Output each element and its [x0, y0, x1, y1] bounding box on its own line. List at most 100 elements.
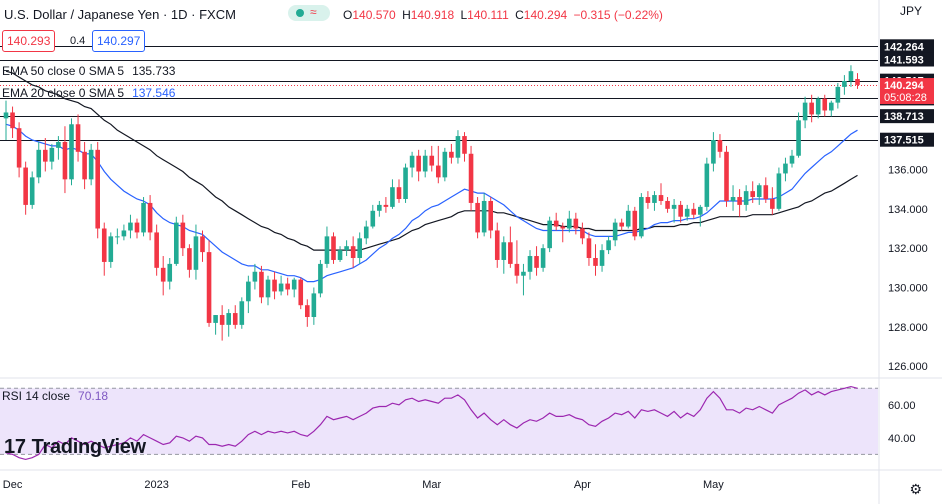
candle-body — [475, 202, 480, 233]
candle-body — [141, 202, 146, 233]
ema20-legend[interactable]: EMA 20 close 0 SMA 5 137.546 — [2, 86, 175, 100]
symbol-header[interactable]: U.S. Dollar / Japanese Yen · 1D · FXCM — [4, 7, 240, 22]
level-price-label: 141.593 — [884, 55, 924, 67]
candle-body — [409, 155, 415, 168]
candle-body — [416, 155, 421, 172]
tradingview-logo-icon: 17 — [4, 436, 26, 458]
candle-body — [527, 256, 533, 272]
candle-body — [49, 147, 55, 162]
candle-body — [481, 200, 487, 233]
ema50-line — [5, 70, 858, 251]
horizontal-levels[interactable] — [0, 46, 878, 141]
candle-body — [16, 128, 22, 168]
level-price-tag — [880, 109, 934, 124]
candle-body — [206, 252, 212, 323]
rsi-value: 70.18 — [78, 389, 109, 403]
rsi-label: RSI 14 close — [2, 389, 71, 403]
candle-body — [396, 187, 402, 199]
candle-body — [69, 124, 74, 180]
level-price-label: 142.264 — [884, 41, 925, 53]
candle-body — [684, 208, 690, 217]
time-tick-label: Apr — [574, 479, 591, 491]
candle-body — [174, 222, 179, 264]
candle-body — [455, 136, 461, 158]
candle-body — [573, 218, 579, 229]
candle-body — [711, 140, 716, 164]
price-axis[interactable]: 126.000 128.000 130.000 132.000 134.000 136.0… — [880, 39, 934, 445]
ema50-value: 135.733 — [132, 64, 176, 78]
candle-body — [645, 197, 651, 203]
candle-body — [658, 195, 664, 201]
last-price-tag — [880, 78, 934, 105]
market-status-badge[interactable]: ≈ — [288, 5, 330, 21]
candle-body — [3, 112, 9, 119]
candle-body — [619, 222, 624, 227]
ohlc-values: O140.570 H140.918 L140.111 C140.294 −0.3… — [343, 8, 666, 22]
candle-body — [442, 151, 448, 178]
rsi-legend[interactable]: RSI 14 close 70.18 — [2, 389, 108, 403]
candle-body — [770, 199, 775, 209]
rsi-line-path — [5, 385, 858, 461]
level-price-tag — [880, 132, 934, 147]
candle-body — [789, 155, 795, 164]
tradingview-logo[interactable]: 17 TradingView — [4, 436, 146, 459]
candle-body — [829, 102, 834, 111]
candle-body — [121, 230, 127, 237]
candle-body — [108, 236, 114, 262]
candle-body — [665, 200, 670, 209]
gear-icon[interactable]: ⚙ — [909, 481, 922, 497]
candle-body — [403, 167, 408, 199]
candle-body — [521, 271, 526, 276]
candle-body — [383, 204, 389, 207]
candle-body — [612, 222, 618, 241]
candle-body — [652, 195, 657, 203]
candle-body — [390, 187, 395, 207]
open-label: O — [343, 8, 353, 22]
close-label: C — [515, 8, 524, 22]
candle-body — [101, 228, 107, 262]
rsi-tick-label: 40.00 — [888, 433, 916, 445]
candle-body — [180, 222, 186, 249]
candle-body — [239, 301, 245, 325]
level-price-label: 138.713 — [884, 111, 924, 123]
symbol-title[interactable]: U.S. Dollar / Japanese Yen · 1D · FXCM — [4, 7, 236, 22]
candle-body — [691, 208, 697, 215]
close-value: 140.294 — [523, 8, 568, 22]
time-tick-label: May — [703, 479, 724, 491]
open-value: 140.570 — [352, 8, 396, 22]
price-tick-label: 134.000 — [888, 204, 928, 216]
candle-body — [331, 236, 336, 260]
high-value: 140.918 — [410, 8, 455, 22]
candle-body — [36, 149, 42, 178]
candle-body — [501, 242, 507, 260]
candle-body — [698, 206, 703, 215]
candle-body — [154, 232, 159, 268]
candle-body — [62, 141, 68, 180]
buy-price-button[interactable]: 140.297 — [92, 30, 146, 52]
time-tick-label: Dec — [3, 479, 23, 491]
last-price-label: 140.294 — [884, 80, 925, 92]
candle-body — [796, 120, 801, 156]
candle-body — [848, 71, 854, 81]
candle-body — [835, 86, 841, 103]
candle-body — [737, 197, 742, 205]
time-axis[interactable]: Dec 2023 Feb Mar Apr May — [3, 479, 725, 491]
candle-body — [730, 197, 736, 201]
candle-body — [802, 102, 808, 121]
candle-body — [671, 204, 677, 209]
market-open-icon — [296, 9, 304, 17]
rsi-band-fill — [0, 388, 878, 455]
sell-price-button[interactable]: 140.293 — [2, 30, 56, 52]
currency-label[interactable]: JPY — [899, 4, 922, 18]
candle-body — [95, 149, 100, 229]
candle-body — [783, 163, 788, 174]
candle-body — [291, 279, 297, 290]
candle-body — [88, 149, 94, 180]
candle-body — [704, 163, 710, 207]
spread-value: 0.4 — [70, 35, 86, 47]
ema50-legend[interactable]: EMA 50 close 0 SMA 5 135.733 — [2, 64, 175, 78]
candle-body — [278, 283, 284, 292]
brand-name: TradingView — [31, 436, 146, 458]
candle-body — [285, 283, 290, 290]
